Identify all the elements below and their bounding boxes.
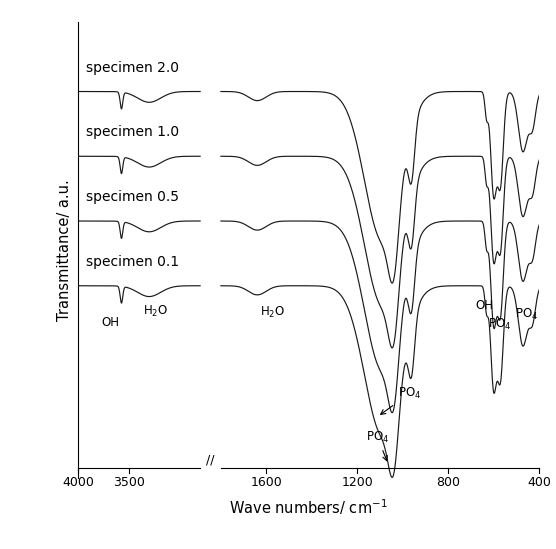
Text: PO$_4$: PO$_4$ bbox=[488, 317, 511, 332]
Text: OH: OH bbox=[101, 316, 119, 329]
Text: H$_2$O: H$_2$O bbox=[260, 305, 285, 320]
Text: 3500: 3500 bbox=[113, 476, 145, 489]
Text: 4000: 4000 bbox=[62, 476, 94, 489]
Text: H$_2$O: H$_2$O bbox=[142, 304, 168, 320]
Text: 800: 800 bbox=[436, 476, 460, 489]
Text: specimen 0.1: specimen 0.1 bbox=[86, 255, 179, 269]
Text: 1200: 1200 bbox=[341, 476, 373, 489]
Text: Wave numbers/ cm$^{-1}$: Wave numbers/ cm$^{-1}$ bbox=[229, 497, 388, 517]
Text: PO$_4$: PO$_4$ bbox=[381, 386, 421, 414]
Text: specimen 0.5: specimen 0.5 bbox=[86, 190, 179, 204]
Text: specimen 2.0: specimen 2.0 bbox=[86, 61, 179, 75]
Text: OH: OH bbox=[475, 299, 493, 312]
Text: 400: 400 bbox=[528, 476, 551, 489]
Text: PO$_4$: PO$_4$ bbox=[515, 307, 538, 322]
Text: PO$_4$: PO$_4$ bbox=[366, 430, 389, 461]
Text: //: // bbox=[206, 454, 215, 467]
Text: 1600: 1600 bbox=[251, 476, 282, 489]
Y-axis label: Transmittance/ a.u.: Transmittance/ a.u. bbox=[57, 179, 72, 321]
Text: specimen 1.0: specimen 1.0 bbox=[86, 126, 179, 139]
